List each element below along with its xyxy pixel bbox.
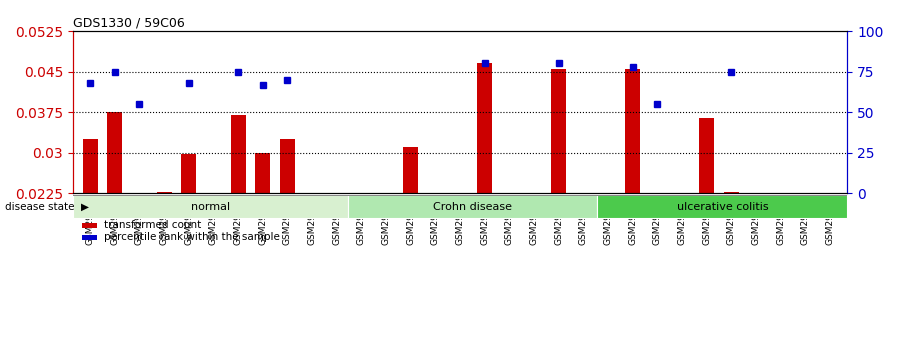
Bar bbox=[181, 154, 196, 193]
Bar bbox=[700, 118, 714, 193]
Bar bbox=[255, 152, 271, 193]
Bar bbox=[82, 223, 97, 228]
Bar bbox=[724, 191, 739, 193]
Bar bbox=[598, 195, 847, 218]
Bar bbox=[625, 69, 640, 193]
Bar bbox=[280, 139, 295, 193]
Bar bbox=[83, 139, 97, 193]
Text: Crohn disease: Crohn disease bbox=[433, 202, 512, 211]
Text: GDS1330 / 59C06: GDS1330 / 59C06 bbox=[73, 17, 185, 30]
Bar bbox=[73, 195, 348, 218]
Text: ulcerative colitis: ulcerative colitis bbox=[677, 202, 768, 211]
Bar bbox=[157, 191, 171, 193]
Bar bbox=[230, 115, 245, 193]
Bar bbox=[82, 235, 97, 240]
Bar bbox=[477, 63, 492, 193]
Text: normal: normal bbox=[190, 202, 230, 211]
Bar bbox=[107, 112, 122, 193]
Text: disease state  ▶: disease state ▶ bbox=[5, 202, 88, 211]
Bar bbox=[404, 147, 418, 193]
Text: transformed count: transformed count bbox=[104, 220, 201, 230]
Bar bbox=[73, 195, 847, 196]
Bar bbox=[551, 69, 566, 193]
Text: percentile rank within the sample: percentile rank within the sample bbox=[104, 233, 280, 242]
Bar bbox=[348, 195, 598, 218]
